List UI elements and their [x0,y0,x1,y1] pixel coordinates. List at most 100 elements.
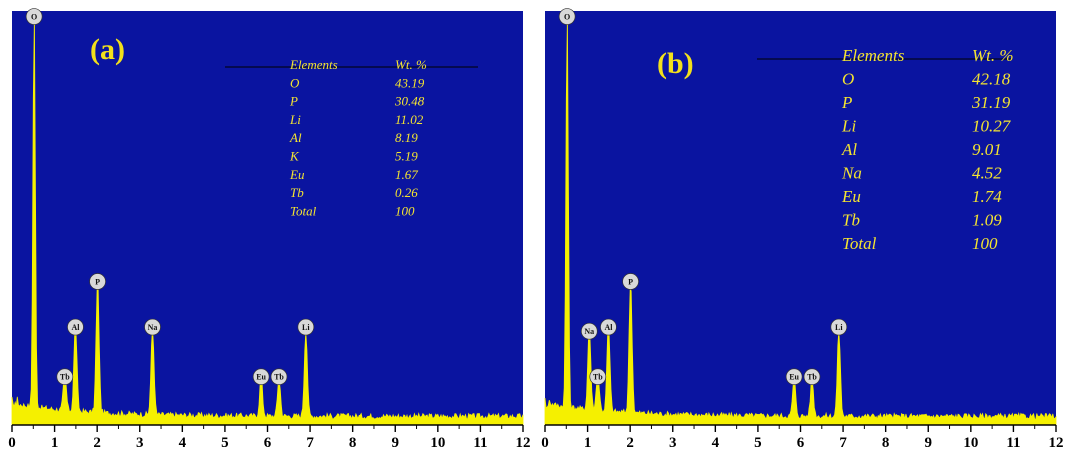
table-cell-element: Eu [289,167,305,182]
table-cell-wt: 9.01 [972,140,1002,159]
x-tick-label: 7 [306,435,314,451]
peak-marker-li: Li [830,318,848,336]
peak-label: Na [584,327,594,336]
peak-marker-circle [558,8,576,25]
x-tick-label: 3 [669,435,677,451]
peak-marker-al: Al [67,318,84,336]
peak-marker-al: Al [600,318,617,336]
table-cell-element: O [290,75,300,90]
peak-marker-p: P [622,273,639,290]
table-cell-wt: 100 [972,234,998,253]
x-tick-label: 3 [136,435,144,451]
plot-area [12,11,523,425]
peak-label: Eu [256,373,266,382]
table-cell-wt: 11.02 [395,112,424,127]
peak-marker-na: Na [580,322,598,340]
peak-marker-li: Li [297,318,315,336]
table-cell-element: Na [841,164,862,183]
table-cell-element: Al [289,130,302,145]
x-tick-label: 4 [179,435,187,451]
peak-label: Al [71,323,80,332]
table-cell-element: Total [842,234,877,253]
peak-marker-circle [803,368,821,386]
peak-marker-circle [589,368,607,386]
x-tick-label: 6 [797,435,805,451]
peak-marker-tb: Tb [56,368,74,386]
peak-marker-circle [600,318,617,336]
table-cell-wt: 1.67 [395,167,418,182]
table-cell-element: P [289,94,298,109]
x-tick-label: 7 [839,435,847,451]
x-tick-label: 1 [51,435,59,451]
table-header-wt: Wt. % [395,57,427,72]
peak-marker-tb: Tb [589,368,607,386]
table-cell-wt: 43.19 [395,75,425,90]
table-header-elements: Elements [289,57,338,72]
peak-marker-circle [56,368,74,386]
peak-marker-circle [297,318,315,336]
peak-marker-circle [144,318,161,336]
peak-marker-tb: Tb [270,368,288,386]
peak-label: P [628,278,633,287]
spectrum-series [544,15,1057,426]
table-cell-element: P [841,93,852,112]
x-tick-label: 0 [8,435,16,451]
peak-label: Li [835,323,843,332]
x-tick-label: 12 [516,435,531,451]
peak-marker-circle [252,368,270,386]
table-cell-wt: 0.26 [395,185,418,200]
x-tick-label: 10 [963,435,978,451]
panel-label: (b) [657,47,694,80]
table-cell-element: K [289,149,300,164]
x-tick-label: 11 [1006,435,1020,451]
peak-label: Al [604,323,613,332]
composition-table: Elements Wt. % O 42.18 P 31.19 Li 10.27 Al 9.01 Na… [757,46,1014,253]
peak-label: O [31,13,37,22]
table-cell-wt: 100 [395,203,415,218]
peak-marker-circle [580,322,598,340]
table-cell-wt: 31.19 [971,93,1011,112]
table-cell-wt: 30.48 [394,94,425,109]
table-cell-wt: 1.09 [972,211,1002,230]
x-tick-label: 9 [392,435,400,451]
peak-label: Eu [789,373,799,382]
table-cell-element: Tb [842,211,860,230]
x-tick-label: 0 [541,435,549,451]
peak-marker-circle [25,8,43,25]
peak-marker-o: O [25,8,43,25]
x-tick-label: 2 [626,435,634,451]
peak-marker-circle [270,368,288,386]
table-cell-wt: 10.27 [972,117,1012,136]
peak-label: Li [302,323,310,332]
table-cell-wt: 42.18 [972,70,1011,89]
peak-marker-p: P [89,273,106,290]
peak-label: P [95,278,100,287]
table-cell-element: Eu [841,187,861,206]
peak-label: O [564,13,570,22]
table-header-wt: Wt. % [972,46,1014,65]
panel-label: (a) [90,33,125,66]
table-cell-element: Li [841,117,856,136]
x-tick-label: 8 [349,435,357,451]
spectrum-series [11,16,524,426]
peak-marker-circle [89,273,106,290]
peak-label: Tb [807,373,817,382]
x-tick-label: 1 [584,435,592,451]
table-cell-element: Al [841,140,857,159]
x-tick-label: 11 [473,435,487,451]
x-tick-label: 5 [221,435,229,451]
x-tick-label: 6 [264,435,272,451]
table-cell-element: O [842,70,854,89]
peak-label: Na [148,323,158,332]
x-tick-label: 10 [430,435,445,451]
peak-marker-na: Na [144,318,161,336]
peak-label: Tb [593,373,603,382]
table-cell-element: Total [290,203,317,218]
table-cell-wt: 1.74 [972,187,1002,206]
x-tick-label: 4 [712,435,720,451]
eds-panel-a: O Tb Al P Na Eu Tb Li Elements Wt. % O 43.19 P 30.48 L… [8,8,531,451]
x-tick-label: 5 [754,435,762,451]
table-header-elements: Elements [841,46,905,65]
peak-marker-circle [622,273,639,290]
